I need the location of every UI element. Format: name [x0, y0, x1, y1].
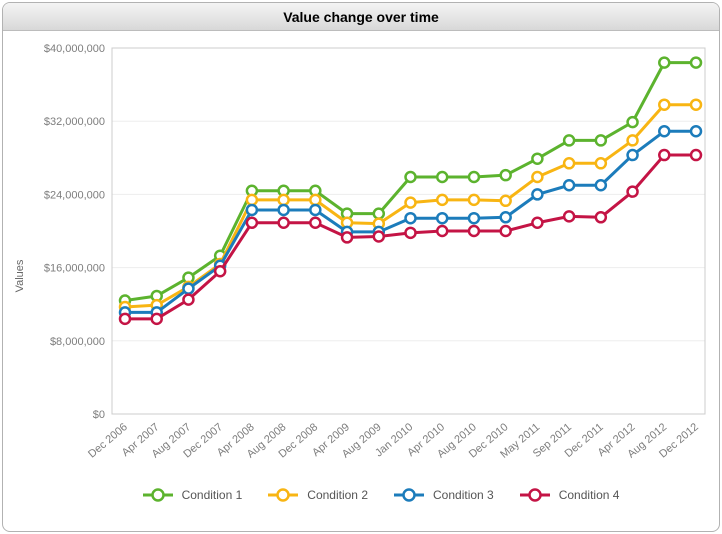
- data-point[interactable]: [118, 312, 132, 326]
- legend-marker-icon: [394, 488, 424, 502]
- data-point[interactable]: [309, 193, 322, 207]
- legend-marker-icon: [268, 488, 299, 502]
- data-point[interactable]: [658, 125, 671, 138]
- data-point[interactable]: [626, 148, 639, 162]
- data-point[interactable]: [467, 170, 481, 184]
- data-point[interactable]: [531, 216, 544, 230]
- data-point[interactable]: [626, 134, 639, 147]
- data-point[interactable]: [245, 193, 259, 207]
- chart-canvas: $0 $8,000,000 $16,000,000 $24,000,000 $32,00…: [14, 43, 706, 461]
- data-point[interactable]: [499, 194, 512, 208]
- data-point[interactable]: [245, 216, 259, 230]
- data-point[interactable]: [309, 203, 322, 217]
- data-point[interactable]: [150, 312, 163, 326]
- title-bar: Value change over time: [3, 3, 719, 31]
- data-point[interactable]: [562, 179, 576, 192]
- data-point[interactable]: [562, 134, 576, 147]
- legend-item[interactable]: Condition 4: [519, 488, 620, 502]
- data-point[interactable]: [404, 211, 417, 225]
- data-point[interactable]: [309, 216, 322, 230]
- y-tick-label: $32,000,000: [44, 116, 105, 128]
- plot-border: [111, 47, 706, 415]
- data-point[interactable]: [689, 148, 703, 162]
- data-point[interactable]: [467, 224, 481, 238]
- data-point[interactable]: [499, 224, 512, 238]
- legend-label: Condition 2: [307, 488, 368, 502]
- data-point[interactable]: [531, 188, 544, 201]
- y-axis-title: Values: [14, 259, 26, 292]
- data-point[interactable]: [594, 179, 608, 192]
- y-tick-label: $24,000,000: [44, 189, 105, 201]
- data-point[interactable]: [689, 56, 703, 69]
- data-point[interactable]: [277, 203, 290, 217]
- legend-label: Condition 3: [433, 488, 494, 502]
- legend-label: Condition 1: [181, 488, 243, 502]
- y-tick-label: $8,000,000: [50, 336, 105, 348]
- y-tick-label: $16,000,000: [44, 263, 105, 275]
- data-point[interactable]: [435, 193, 449, 207]
- data-point[interactable]: [562, 157, 576, 170]
- data-point[interactable]: [626, 115, 639, 129]
- legend: Condition 1 Condition 2 Condition 3 Conditi…: [3, 488, 719, 502]
- legend-label: Condition 4: [558, 488, 620, 502]
- legend-marker-icon: [519, 488, 550, 502]
- data-point[interactable]: [467, 211, 481, 225]
- data-point[interactable]: [658, 148, 671, 162]
- data-point[interactable]: [340, 231, 354, 244]
- data-point[interactable]: [531, 170, 544, 184]
- data-point[interactable]: [467, 193, 481, 207]
- data-point[interactable]: [245, 203, 259, 217]
- data-point[interactable]: [435, 211, 449, 225]
- data-point[interactable]: [277, 216, 290, 230]
- y-tick-label: $0: [93, 409, 105, 421]
- data-point[interactable]: [658, 56, 671, 69]
- data-point[interactable]: [594, 134, 608, 147]
- data-point[interactable]: [594, 211, 608, 224]
- legend-item[interactable]: Condition 1: [142, 488, 243, 502]
- data-point[interactable]: [372, 207, 386, 220]
- chart-area: $0 $8,000,000 $16,000,000 $24,000,000 $32,00…: [3, 31, 719, 481]
- data-point[interactable]: [182, 282, 195, 295]
- data-point[interactable]: [499, 211, 512, 224]
- legend-item[interactable]: Condition 3: [394, 488, 494, 502]
- data-point[interactable]: [689, 125, 703, 138]
- data-point[interactable]: [531, 152, 544, 165]
- data-point[interactable]: [435, 224, 449, 238]
- legend-item[interactable]: Condition 2: [268, 488, 368, 502]
- data-point[interactable]: [499, 168, 512, 182]
- data-point[interactable]: [594, 157, 608, 170]
- data-point[interactable]: [182, 293, 195, 306]
- y-tick-label: $40,000,000: [44, 43, 105, 55]
- data-point[interactable]: [404, 196, 417, 209]
- data-point[interactable]: [689, 98, 703, 111]
- chart-title: Value change over time: [283, 8, 439, 25]
- data-point[interactable]: [658, 98, 671, 111]
- data-point[interactable]: [372, 230, 386, 243]
- data-point[interactable]: [435, 170, 449, 184]
- data-point[interactable]: [213, 265, 227, 278]
- data-point[interactable]: [626, 185, 639, 198]
- data-point[interactable]: [404, 170, 417, 184]
- data-point[interactable]: [562, 210, 576, 223]
- data-point[interactable]: [404, 226, 417, 240]
- legend-marker-icon: [142, 488, 173, 502]
- data-point[interactable]: [277, 193, 290, 207]
